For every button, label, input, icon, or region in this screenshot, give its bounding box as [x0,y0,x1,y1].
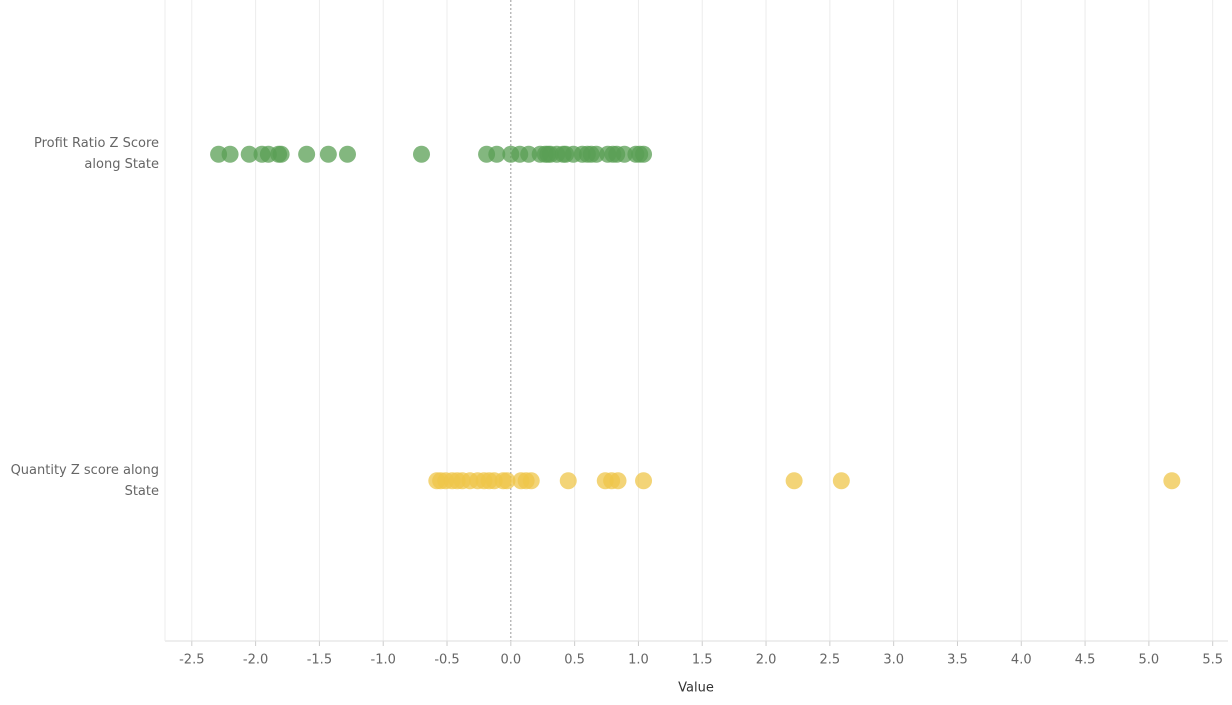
point [832,472,850,490]
point [272,145,290,163]
y-category-label: Profit Ratio Z Score along State [34,136,159,173]
point [221,145,239,163]
point [635,145,653,163]
x-tick-label: 0.5 [564,653,585,668]
x-tick-label: 4.0 [1011,653,1032,668]
point [635,472,653,490]
x-tick-label: 1.0 [628,653,649,668]
point [609,472,627,490]
point [412,145,430,163]
x-tick-label: 3.5 [947,653,968,668]
point [319,145,337,163]
x-tick-label: 1.5 [692,653,713,668]
x-tick-label: 0.0 [500,653,521,668]
x-tick-label: 5.5 [1202,653,1223,668]
x-tick-label: -2.5 [179,653,204,668]
point [240,145,258,163]
y-category-label: Quantity Z score along State [10,462,159,499]
x-tick-label: 4.5 [1075,653,1096,668]
point [522,472,540,490]
x-tick-label: -1.5 [307,653,332,668]
point [1163,472,1181,490]
x-tick-label: -1.0 [371,653,396,668]
x-tick-label: 5.0 [1139,653,1160,668]
point [338,145,356,163]
x-tick-label: 2.5 [820,653,841,668]
point [559,472,577,490]
x-tick-label: 2.0 [756,653,777,668]
point [785,472,803,490]
point [298,145,316,163]
x-tick-label: -0.5 [434,653,459,668]
point [498,472,516,490]
x-tick-label: 3.0 [883,653,904,668]
x-axis-title: Value [678,681,714,696]
point [488,145,506,163]
x-tick-label: -2.0 [243,653,268,668]
